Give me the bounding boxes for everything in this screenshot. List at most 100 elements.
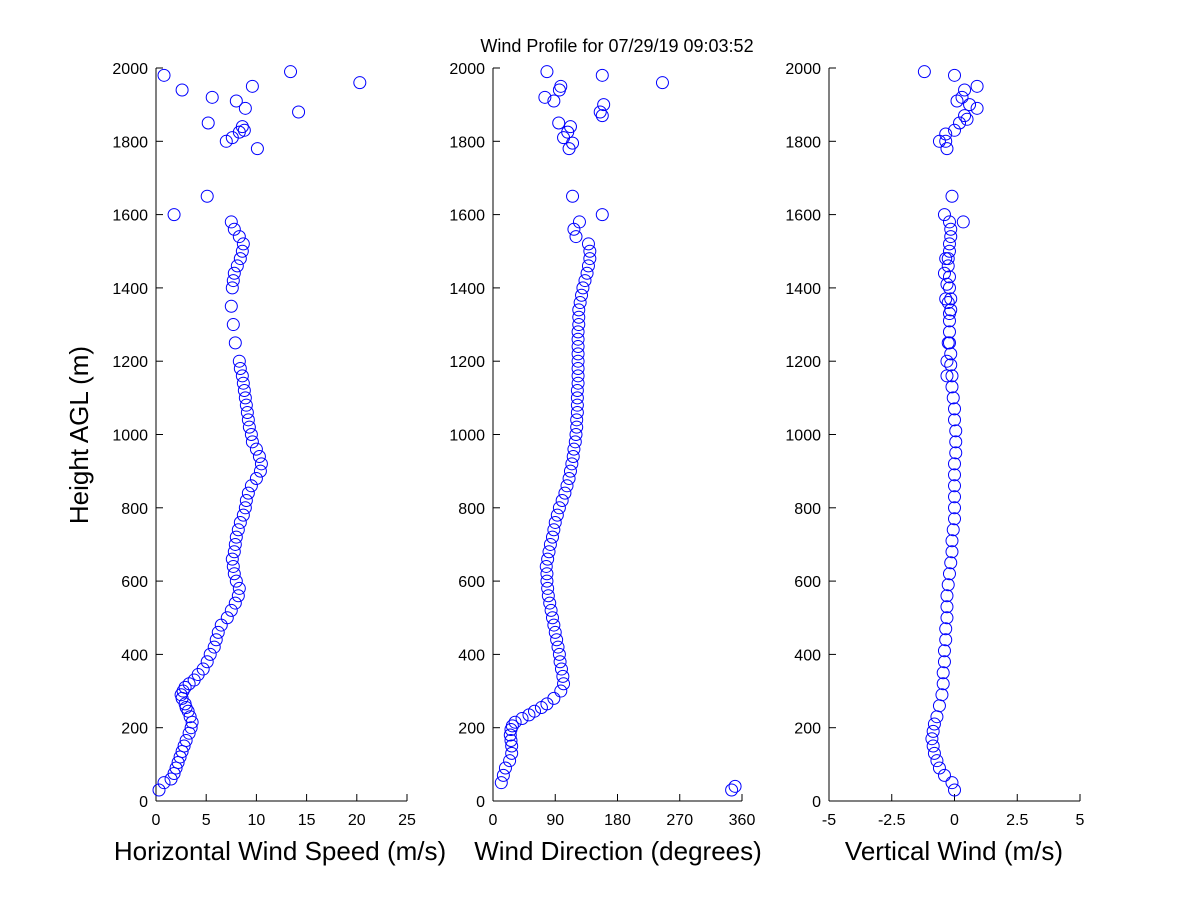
data-point bbox=[963, 98, 977, 112]
data-point bbox=[935, 688, 949, 702]
data-point bbox=[572, 318, 586, 332]
data-point bbox=[515, 712, 529, 726]
data-point bbox=[944, 222, 958, 236]
data-point bbox=[241, 486, 255, 500]
data-point bbox=[175, 83, 189, 97]
data-point bbox=[926, 739, 940, 753]
data-markers bbox=[917, 65, 984, 797]
data-point bbox=[226, 274, 240, 288]
data-point bbox=[237, 123, 251, 137]
data-point bbox=[240, 406, 254, 420]
data-point bbox=[229, 530, 243, 544]
data-point bbox=[939, 622, 953, 636]
x-tick-label: 0 bbox=[950, 812, 959, 829]
data-point bbox=[572, 303, 586, 317]
data-point bbox=[569, 428, 583, 441]
y-tick-label: 400 bbox=[121, 647, 148, 664]
data-point bbox=[225, 281, 239, 295]
data-point bbox=[540, 65, 554, 79]
data-point bbox=[941, 336, 955, 350]
data-point bbox=[242, 420, 256, 434]
data-point bbox=[239, 493, 253, 507]
data-point bbox=[505, 719, 519, 733]
data-point bbox=[948, 123, 961, 137]
data-point bbox=[508, 715, 522, 729]
data-point bbox=[235, 244, 249, 258]
x-tick-label: 180 bbox=[604, 812, 631, 829]
data-point bbox=[550, 508, 564, 522]
data-point bbox=[254, 457, 268, 471]
y-tick-label: 0 bbox=[139, 794, 148, 811]
data-point bbox=[941, 578, 955, 592]
data-point bbox=[926, 724, 940, 738]
data-point bbox=[937, 768, 951, 782]
data-point bbox=[949, 424, 963, 438]
data-point bbox=[948, 402, 961, 416]
data-point bbox=[593, 105, 607, 119]
data-point bbox=[565, 457, 579, 471]
data-markers bbox=[494, 65, 742, 797]
data-point bbox=[231, 523, 245, 537]
data-point bbox=[949, 446, 963, 460]
x-tick-label: 270 bbox=[666, 812, 693, 829]
data-point bbox=[945, 534, 959, 548]
x-tick-label: 10 bbox=[248, 812, 266, 829]
data-point bbox=[570, 406, 584, 420]
data-point bbox=[183, 710, 197, 724]
x-tick-label: 5 bbox=[1076, 812, 1085, 829]
data-point bbox=[498, 761, 512, 775]
data-point bbox=[541, 589, 555, 603]
y-tick-label: 800 bbox=[794, 501, 821, 518]
data-point bbox=[494, 776, 508, 790]
y-tick-label: 1800 bbox=[449, 134, 485, 151]
data-point bbox=[944, 556, 958, 570]
data-point bbox=[196, 662, 210, 676]
data-point bbox=[554, 684, 568, 698]
data-point bbox=[207, 640, 221, 654]
data-point bbox=[548, 515, 562, 529]
data-point bbox=[948, 490, 961, 504]
data-point bbox=[233, 252, 247, 266]
y-tick-label: 200 bbox=[794, 721, 821, 738]
data-point bbox=[228, 336, 242, 350]
data-point bbox=[232, 125, 246, 139]
data-point bbox=[970, 101, 984, 115]
data-point bbox=[573, 296, 587, 310]
data-point bbox=[940, 600, 954, 614]
data-point bbox=[552, 116, 566, 130]
data-point bbox=[946, 523, 960, 537]
data-point bbox=[504, 734, 518, 748]
data-markers bbox=[152, 65, 367, 797]
x-tick-label: 25 bbox=[398, 812, 416, 829]
data-point bbox=[152, 783, 166, 797]
data-point bbox=[238, 501, 252, 515]
data-point bbox=[237, 384, 251, 398]
data-point bbox=[226, 318, 240, 332]
x-tick-label: 2.5 bbox=[1006, 812, 1028, 829]
data-point bbox=[942, 244, 956, 258]
data-point bbox=[538, 90, 552, 104]
data-point bbox=[942, 307, 956, 321]
y-tick-label: 1600 bbox=[785, 208, 821, 225]
data-point bbox=[236, 376, 250, 390]
data-point bbox=[177, 739, 191, 753]
x-axis-label: Wind Direction (degrees) bbox=[474, 836, 762, 866]
data-point bbox=[238, 391, 252, 405]
data-point bbox=[249, 442, 263, 456]
y-tick-label: 1400 bbox=[449, 281, 485, 298]
data-point bbox=[595, 109, 609, 123]
y-tick-label: 1400 bbox=[112, 281, 148, 298]
data-point bbox=[231, 589, 245, 603]
data-point bbox=[205, 90, 219, 104]
data-point bbox=[936, 677, 950, 691]
data-point bbox=[578, 274, 592, 288]
data-point bbox=[655, 76, 669, 90]
data-point bbox=[540, 574, 554, 588]
x-tick-label: -2.5 bbox=[878, 812, 906, 829]
data-point bbox=[595, 68, 609, 82]
data-point bbox=[937, 655, 951, 669]
data-point bbox=[224, 603, 238, 617]
y-tick-label: 400 bbox=[458, 647, 485, 664]
data-point bbox=[547, 618, 561, 632]
x-tick-label: 0 bbox=[152, 812, 161, 829]
